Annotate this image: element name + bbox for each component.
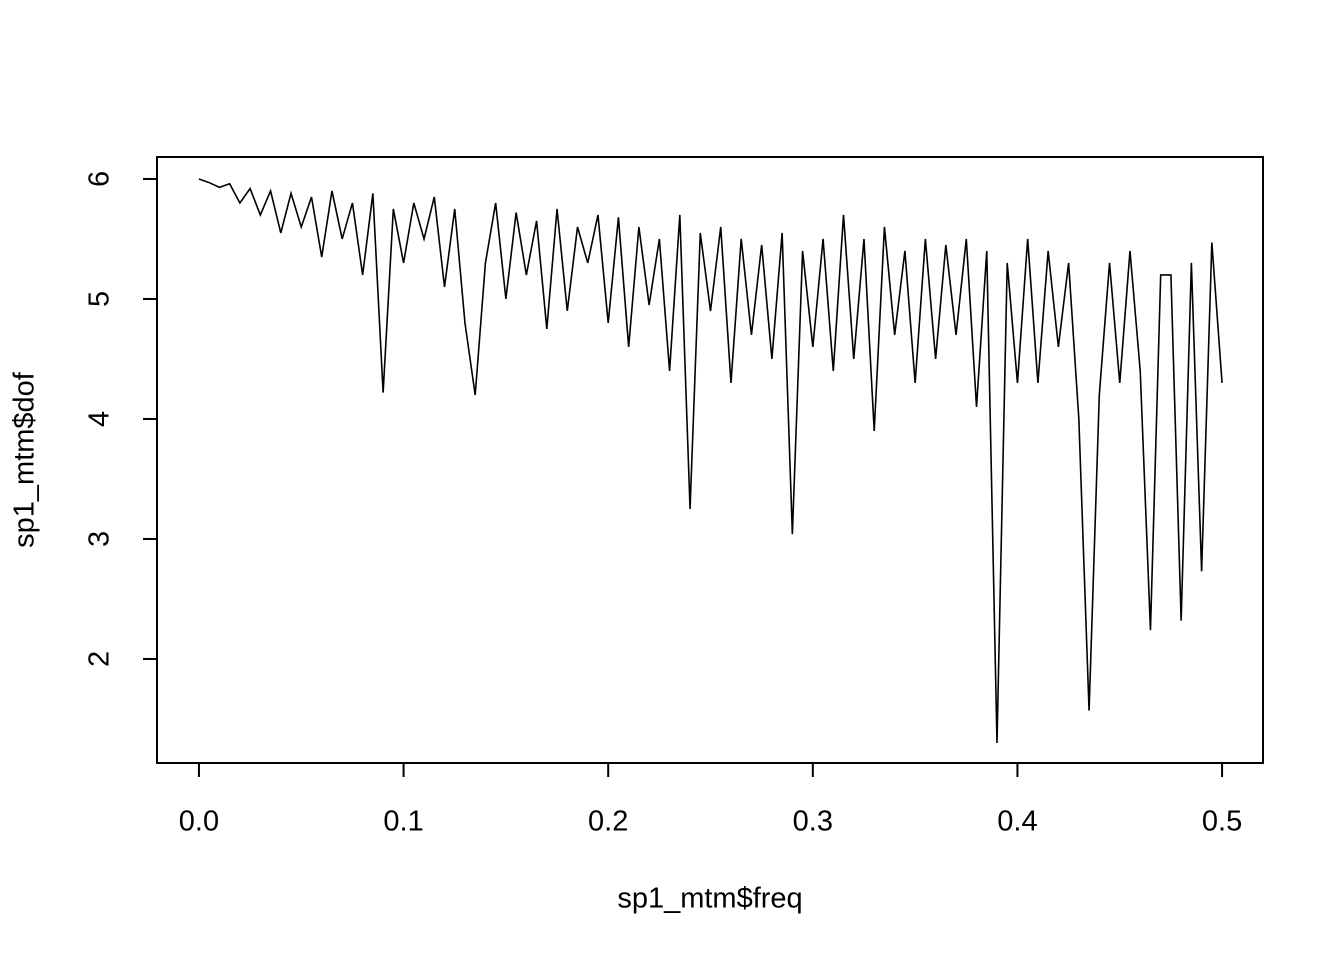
y-axis-label: sp1_mtm$dof	[9, 371, 41, 548]
y-tick-label: 4	[84, 411, 116, 427]
x-tick-label: 0.4	[997, 806, 1037, 838]
x-tick-label: 0.1	[383, 806, 423, 838]
data-line	[198, 178, 1223, 743]
x-tick-label: 0.0	[179, 806, 219, 838]
x-tick-label: 0.3	[793, 806, 833, 838]
x-tick-label: 0.5	[1202, 806, 1242, 838]
y-tick-label: 3	[84, 531, 116, 547]
y-tick-label: 2	[84, 651, 116, 667]
y-tick-label: 5	[84, 291, 116, 307]
y-tick-label: 6	[84, 171, 116, 187]
x-tick-label: 0.2	[588, 806, 628, 838]
x-axis-label: sp1_mtm$freq	[617, 883, 802, 915]
